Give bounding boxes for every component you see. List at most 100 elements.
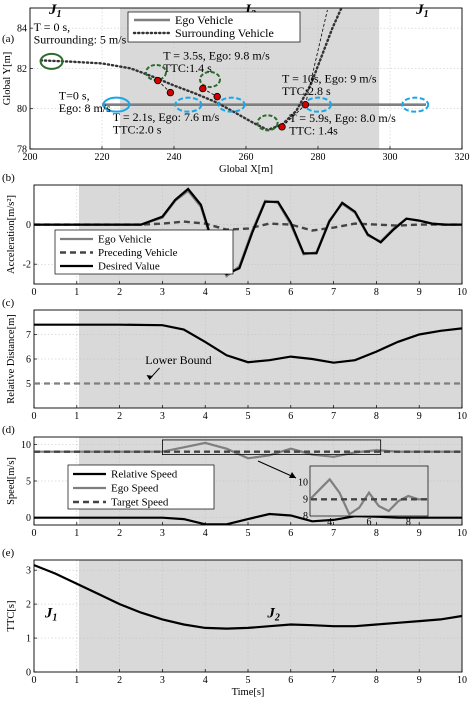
x-tick-label: 6 — [288, 287, 293, 298]
inset-x-tick: 6 — [367, 517, 372, 528]
panel-letter: (c) — [2, 297, 15, 309]
panel-letter: (e) — [2, 547, 15, 559]
y-tick-label: 1 — [26, 634, 31, 645]
legend-entry: Desired Value — [98, 261, 160, 273]
annotation-text: TTC:2.0 s — [113, 122, 162, 136]
blue-ellipse — [174, 96, 203, 113]
series-surrounding-vehicle — [39, 8, 343, 132]
leader-line — [305, 9, 328, 105]
x-tick-label: 10 — [457, 675, 467, 686]
x-tick-label: 0 — [32, 287, 37, 298]
event-marker — [301, 100, 310, 109]
phase-label: J1 — [44, 606, 58, 624]
x-tick-label: 9 — [417, 287, 422, 298]
annotation-text: Ego: 8 m/s — [59, 101, 111, 115]
series-desired-value — [34, 187, 462, 276]
x-tick-label: 200 — [23, 152, 38, 163]
series-ttc — [34, 564, 462, 630]
y-axis-label: Relative Distance[m] — [6, 314, 17, 404]
leader-line — [281, 104, 306, 128]
lower-bound-label: Lower Bound — [145, 353, 211, 367]
series-ego-speed — [34, 441, 462, 460]
y-tick-label: 0 — [26, 220, 31, 231]
annotation-text: Surrounding: 5 m/s — [34, 33, 127, 47]
legend-entry: Ego Vehicle — [98, 234, 151, 246]
y-tick-label: 10 — [21, 440, 31, 451]
legend-box — [127, 11, 301, 43]
green-ellipse — [199, 71, 221, 89]
y-tick-label: 6 — [26, 355, 31, 366]
panel-e: 0 1 2 3 4 5 6 7 8 9 10 0 1 2 3 TTC[s] Time[s] (e) J1 J2 — [2, 547, 467, 698]
x-tick-label: 7 — [331, 675, 336, 686]
legend-entry: Ego Speed — [111, 483, 159, 495]
inset-x-tick: 4 — [327, 517, 332, 528]
y-tick-label: 78 — [17, 145, 27, 156]
phase-label: J2 — [266, 606, 280, 624]
x-tick-label: 5 — [246, 287, 251, 298]
x-tick-label: 8 — [374, 675, 379, 686]
x-tick-label: 7 — [331, 528, 336, 539]
panel-b: 0 1 2 3 4 5 6 7 8 9 10 -2 0 Acceleration[m/s²] (b) Ego … — [2, 172, 467, 298]
x-tick-label: 6 — [288, 411, 293, 422]
arrow-head — [289, 472, 296, 478]
x-tick-label: 220 — [95, 152, 110, 163]
y-tick-label: 5 — [26, 379, 31, 390]
legend-entry: Surrounding Vehicle — [175, 26, 274, 40]
x-tick-label: 6 — [288, 528, 293, 539]
x-tick-label: 2 — [117, 287, 122, 298]
x-tick-label: 0 — [32, 675, 37, 686]
y-tick-label: 2 — [26, 600, 31, 611]
x-tick-label: 7 — [331, 411, 336, 422]
y-tick-label: 5 — [26, 477, 31, 488]
event-marker — [213, 92, 221, 101]
x-tick-label: 2 — [117, 675, 122, 686]
y-tick-label: 0 — [26, 668, 31, 679]
panel-letter: (d) — [2, 424, 15, 436]
x-tick-label: 5 — [246, 411, 251, 422]
x-tick-label: 3 — [160, 287, 165, 298]
x-tick-label: 260 — [239, 152, 254, 163]
x-tick-label: 3 — [160, 528, 165, 539]
x-tick-label: 8 — [374, 528, 379, 539]
legend-entry: Preceding Vehicle — [98, 247, 178, 259]
legend-entry: Ego Vehicle — [175, 13, 233, 27]
y-axis-label: Global Y[m] — [2, 52, 13, 106]
y-axis-label: Acceleration[m/s²] — [6, 195, 17, 274]
legend-entry: Target Speed — [111, 497, 169, 509]
inset-y-tick: 9 — [303, 494, 308, 505]
annotation-text: T = 5.9s, Ego: 8.0 m/s — [289, 111, 396, 125]
x-tick-label: 4 — [203, 411, 208, 422]
x-tick-label: 8 — [374, 411, 379, 422]
x-tick-label: 10 — [457, 287, 467, 298]
x-tick-label: 1 — [74, 675, 79, 686]
x-tick-label: 2 — [117, 528, 122, 539]
annotation-text: T = 10s, Ego: 9 m/s — [282, 72, 377, 86]
x-tick-label: 3 — [160, 675, 165, 686]
x-tick-label: 9 — [417, 675, 422, 686]
x-tick-label: 10 — [457, 528, 467, 539]
series-relative-speed — [34, 512, 462, 525]
x-tick-label: 10 — [457, 411, 467, 422]
y-axis-label: Speed[m/s] — [6, 457, 17, 505]
x-tick-label: 5 — [246, 675, 251, 686]
panel-c: 0 1 2 3 4 5 6 7 8 9 10 5 6 7 Relative Distance[m] (c) Lo… — [2, 297, 467, 422]
x-tick-label: 7 — [331, 287, 336, 298]
x-tick-label: 9 — [417, 528, 422, 539]
x-tick-label: 240 — [167, 152, 182, 163]
x-axis-label: Global X[m] — [219, 164, 273, 175]
blue-ellipse — [401, 96, 430, 113]
inset-arrow — [257, 460, 297, 479]
event-marker — [278, 123, 286, 131]
x-axis-label: Time[s] — [232, 687, 265, 698]
y-axis-label: TTC[s] — [6, 601, 17, 632]
event-marker — [154, 76, 162, 85]
panel-a: 200 220 240 260 280 300 320 78 80 82 84 Global Y[m]… — [2, 2, 470, 175]
phase-label: J1 — [48, 2, 62, 20]
blue-ellipse — [102, 96, 131, 113]
y-tick-label: 3 — [26, 566, 31, 577]
x-tick-label: 4 — [203, 287, 208, 298]
inset-y-tick: 10 — [298, 478, 308, 489]
x-tick-label: 280 — [311, 152, 326, 163]
x-tick-label: 3 — [160, 411, 165, 422]
